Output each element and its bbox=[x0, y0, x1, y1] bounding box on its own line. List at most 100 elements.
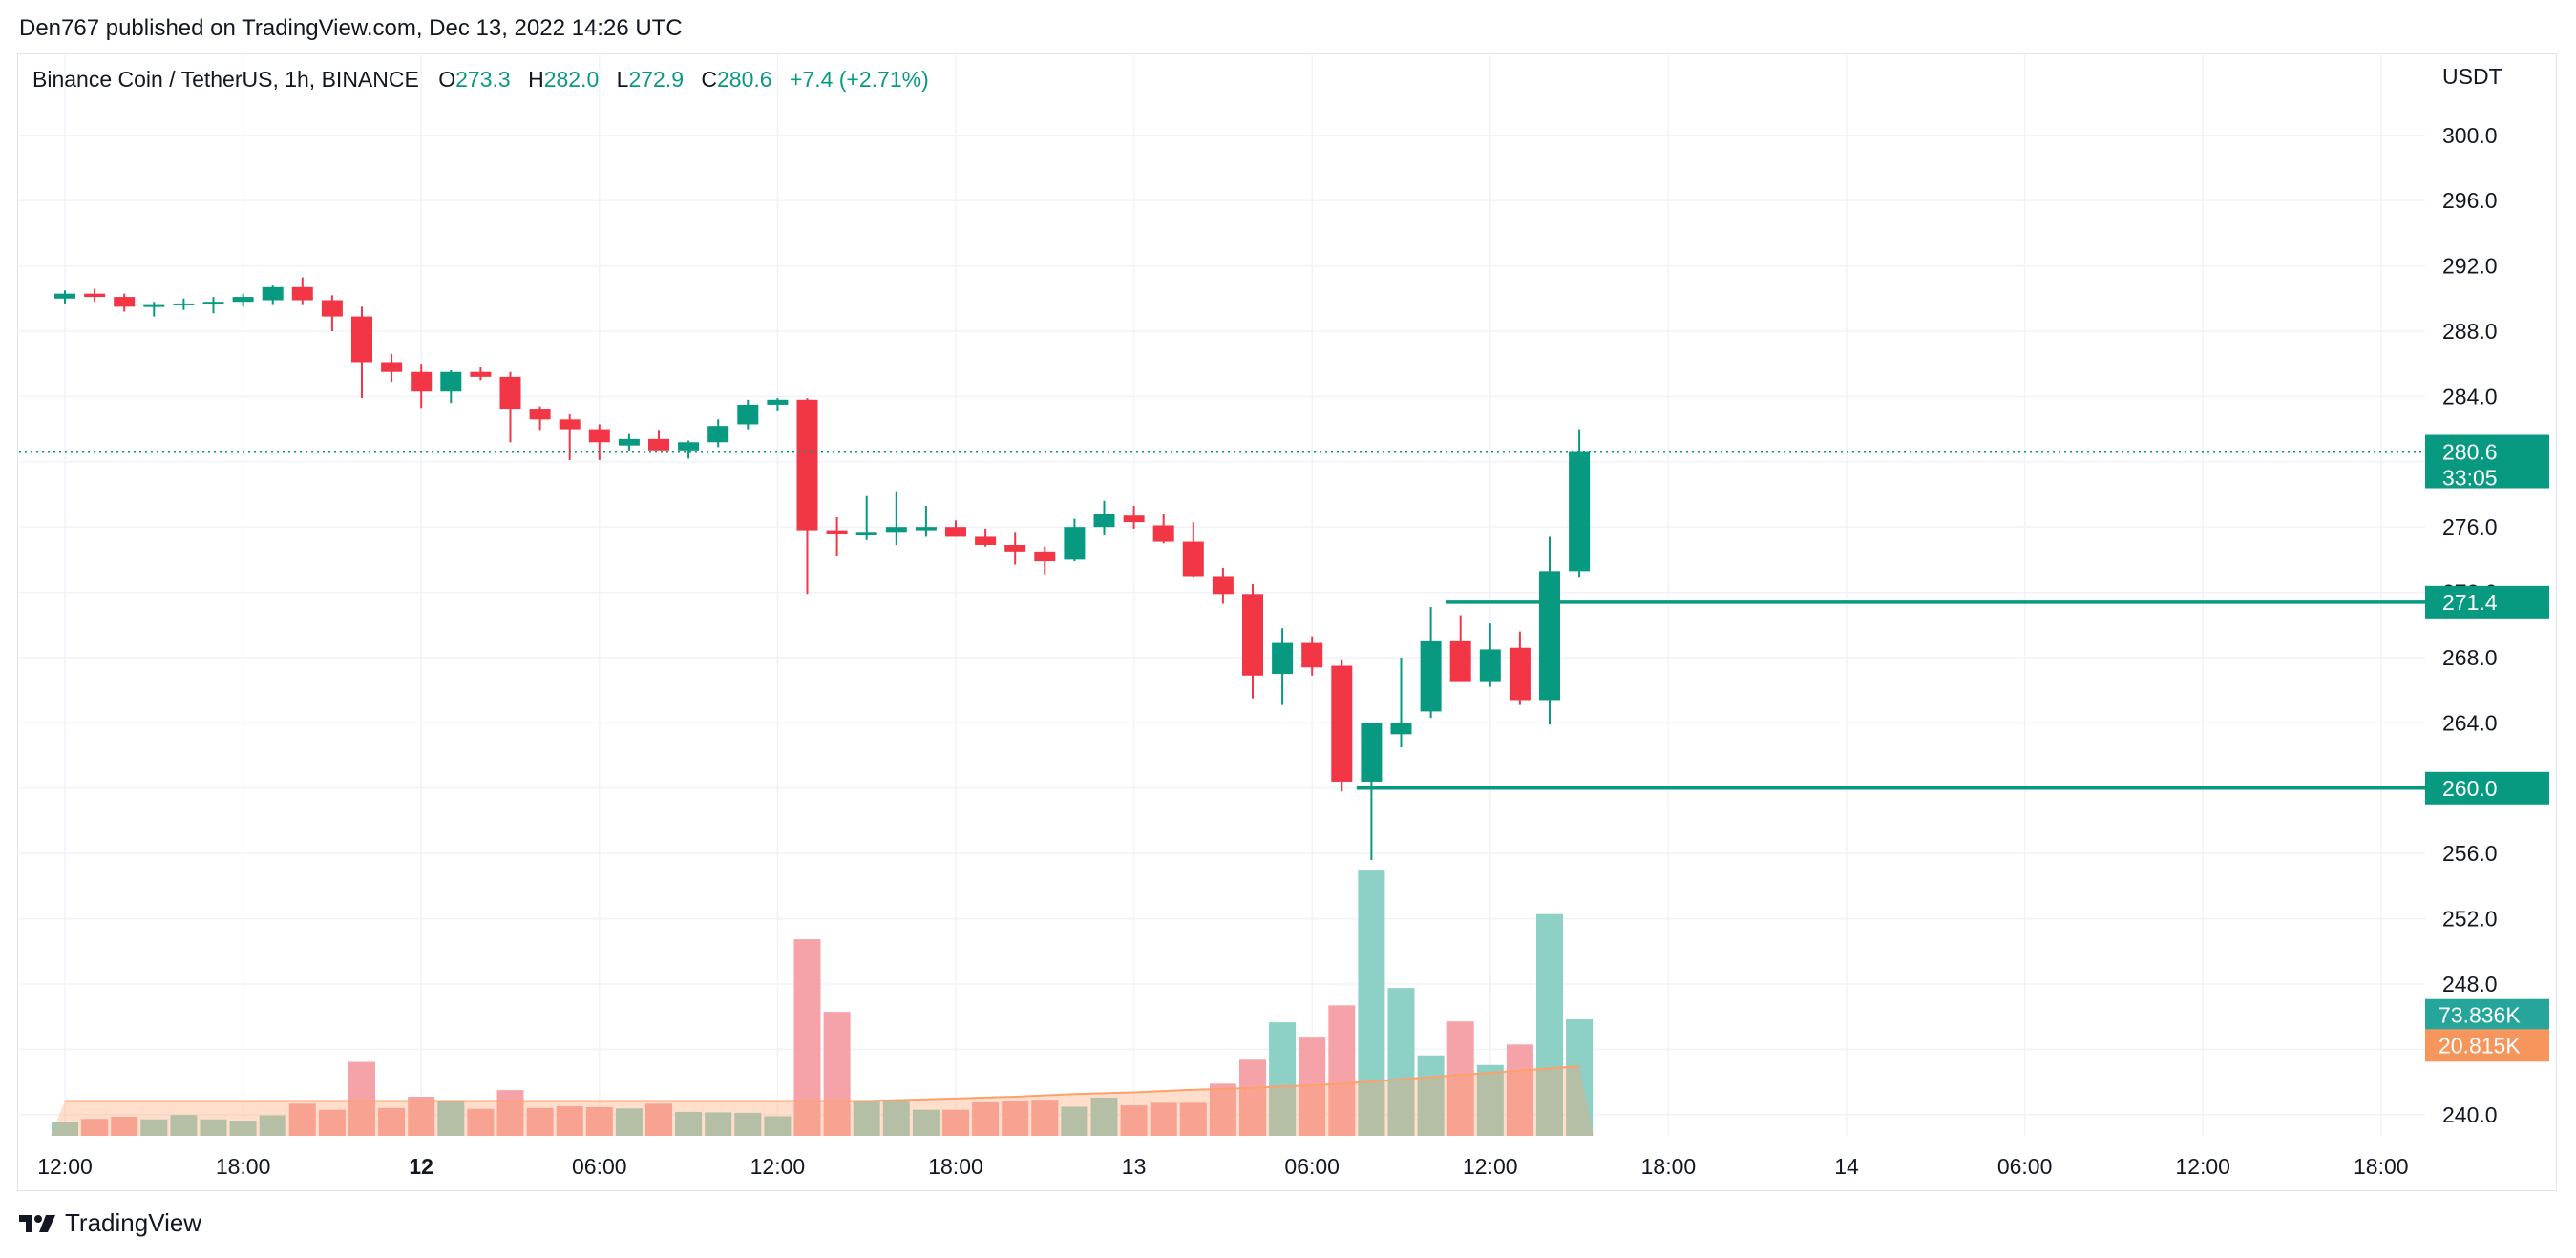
volume-bar bbox=[942, 1109, 969, 1136]
volume-bar bbox=[348, 1061, 375, 1136]
candle bbox=[1004, 532, 1026, 565]
candle-body bbox=[1449, 640, 1471, 682]
candle-body bbox=[499, 376, 521, 410]
candle bbox=[737, 399, 759, 430]
candle bbox=[1361, 723, 1383, 861]
candles bbox=[54, 277, 1591, 861]
candle bbox=[1479, 623, 1501, 687]
candle-body bbox=[1331, 665, 1353, 782]
chart-frame[interactable] bbox=[17, 53, 2557, 1191]
candle-body bbox=[559, 419, 581, 430]
volume-bar bbox=[1328, 1005, 1356, 1136]
volume-value-badge bbox=[2425, 1029, 2549, 1062]
time-axis: 12:00 18:00 12 06:00 12:00 18:00 13 06:00 12:00 1… bbox=[37, 1154, 2408, 1179]
candle-body bbox=[796, 399, 818, 531]
candle-body bbox=[1301, 642, 1323, 668]
candle-body bbox=[1272, 642, 1294, 675]
candle bbox=[1212, 567, 1234, 604]
candle-body bbox=[975, 536, 997, 545]
volume-bar bbox=[675, 1111, 703, 1136]
candle-body bbox=[1420, 640, 1442, 712]
candle bbox=[1539, 536, 1560, 725]
candle bbox=[915, 505, 937, 537]
candle-body bbox=[1361, 723, 1383, 782]
candle-body bbox=[767, 399, 789, 405]
volume-bar bbox=[1239, 1059, 1266, 1136]
volume-bar bbox=[496, 1090, 524, 1136]
volume-bar bbox=[1002, 1101, 1029, 1136]
volume-bar bbox=[288, 1103, 316, 1136]
candle bbox=[381, 353, 403, 382]
volume-bar bbox=[1150, 1102, 1177, 1136]
hline-price-badge bbox=[2425, 771, 2549, 805]
horizontal-lines bbox=[19, 451, 2425, 790]
candle-body bbox=[1509, 647, 1531, 701]
candle-body bbox=[1093, 514, 1115, 528]
volume-bar bbox=[705, 1112, 732, 1136]
candle bbox=[1272, 628, 1294, 705]
candle bbox=[529, 406, 551, 431]
candle bbox=[440, 370, 462, 404]
candle bbox=[173, 298, 195, 310]
time-tick-label: 18:00 bbox=[2354, 1154, 2409, 1179]
price-tick-label: 296.0 bbox=[2442, 188, 2498, 213]
volume-value-label: 73.836K bbox=[2439, 1003, 2521, 1028]
volume-bar bbox=[912, 1109, 940, 1136]
price-labels: 280.633:05 271.4 260.0 73.836K 20.815K bbox=[2425, 434, 2549, 1062]
volume-bar bbox=[81, 1119, 109, 1136]
volume-bar bbox=[467, 1108, 495, 1136]
candle bbox=[1449, 615, 1471, 682]
price-tick-label: 300.0 bbox=[2442, 123, 2498, 148]
volume-bar bbox=[140, 1119, 168, 1136]
candle-body bbox=[618, 438, 640, 446]
candle bbox=[588, 424, 610, 461]
candle bbox=[291, 277, 313, 305]
candle bbox=[470, 367, 492, 381]
volume-bar bbox=[1446, 1021, 1474, 1136]
volume-bar bbox=[1417, 1055, 1445, 1136]
candle-body bbox=[84, 293, 106, 298]
candle-body bbox=[440, 371, 462, 392]
candle-body bbox=[351, 316, 372, 363]
candle-body bbox=[54, 293, 75, 299]
tradingview-brand[interactable]: TradingView bbox=[19, 1208, 201, 1238]
candle bbox=[1509, 631, 1531, 705]
price-tick-label: 248.0 bbox=[2442, 972, 2498, 996]
hline-price-label: 260.0 bbox=[2442, 776, 2498, 801]
price-axis-unit: USDT bbox=[2442, 64, 2502, 89]
candle bbox=[707, 419, 729, 448]
symbol-name: Binance Coin / TetherUS, 1h, BINANCE bbox=[32, 67, 419, 92]
close-label: C bbox=[701, 67, 718, 92]
tradingview-logo-icon bbox=[19, 1214, 55, 1232]
time-tick-label: 12 bbox=[409, 1154, 433, 1179]
hline-price-badge bbox=[2425, 585, 2549, 619]
brand-name: TradingView bbox=[65, 1208, 202, 1237]
candle-body bbox=[1064, 527, 1086, 560]
candle bbox=[499, 371, 521, 443]
volume-bar bbox=[823, 1012, 851, 1136]
candle-body bbox=[1212, 576, 1234, 595]
symbol-legend: Binance Coin / TetherUS, 1h, BINANCE O27… bbox=[32, 67, 940, 93]
volume-bar bbox=[111, 1116, 138, 1136]
volume-ma-line bbox=[65, 1065, 1580, 1102]
candle-body bbox=[945, 527, 966, 537]
open-label: O bbox=[438, 67, 456, 92]
volume-bar bbox=[1120, 1105, 1148, 1136]
high-label: H bbox=[528, 67, 544, 92]
volume-value-badge bbox=[2425, 998, 2549, 1032]
volume-bar bbox=[526, 1107, 554, 1136]
volume-bar bbox=[318, 1109, 346, 1136]
candle-body bbox=[262, 286, 284, 301]
volume-bar bbox=[615, 1108, 643, 1136]
volume-bar bbox=[1179, 1102, 1207, 1136]
change-value: +7.4 (+2.71%) bbox=[789, 67, 929, 92]
candle bbox=[826, 516, 848, 556]
volume-ma bbox=[51, 1065, 1594, 1136]
volume-bar bbox=[645, 1103, 672, 1136]
candle-body bbox=[321, 300, 343, 317]
candle bbox=[648, 430, 669, 451]
candle bbox=[1034, 546, 1056, 575]
candle bbox=[411, 364, 433, 409]
time-tick-label: 18:00 bbox=[928, 1154, 983, 1179]
